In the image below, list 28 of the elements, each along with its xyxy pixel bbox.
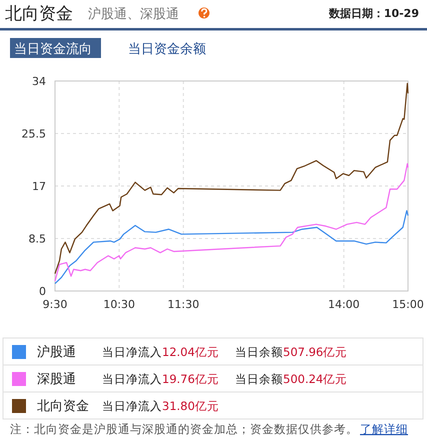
line-series [54, 82, 409, 274]
x-tick-label: 11:30 [168, 298, 200, 311]
y-tick-label: 25.5 [22, 128, 46, 140]
text: 当日净流入12.04亿元 [102, 345, 219, 359]
text: 当日资金余额 [128, 42, 206, 57]
text: 当日净流入19.76亿元 [102, 372, 219, 386]
legend-label: 北向资金 [37, 399, 89, 414]
chart-subtitle: 沪股通、深股通 [88, 6, 179, 22]
text: 当日余额500.24亿元 [235, 372, 348, 386]
legend-label: 深股通 [37, 372, 76, 387]
text: 当日余额507.96亿元 [235, 345, 348, 359]
line-series [54, 163, 409, 282]
text: 了解详细 [360, 422, 408, 436]
x-tick-label: 14:00 [328, 298, 360, 311]
text: 注：北向资金是沪股通与深股通的资金加总；资金数据仅供参考。 [10, 422, 358, 436]
line-series [54, 210, 409, 284]
y-tick-label: 17 [32, 180, 46, 193]
y-tick-label: 0 [39, 285, 46, 298]
y-tick-label: 8.5 [28, 232, 46, 246]
y-tick-label: 34 [32, 75, 46, 88]
text: 数据日期：10-29 [328, 7, 419, 20]
x-tick-label: 9:30 [42, 298, 68, 311]
legend-label: 沪股通 [37, 344, 76, 360]
x-tick-label: 10:30 [103, 298, 136, 311]
x-tick-label: 15:00 [392, 298, 424, 311]
chart-title: 北向资金 [5, 4, 73, 24]
text: 当日净流入31.80亿元 [102, 399, 219, 413]
text: 当日资金流向 [14, 41, 92, 57]
